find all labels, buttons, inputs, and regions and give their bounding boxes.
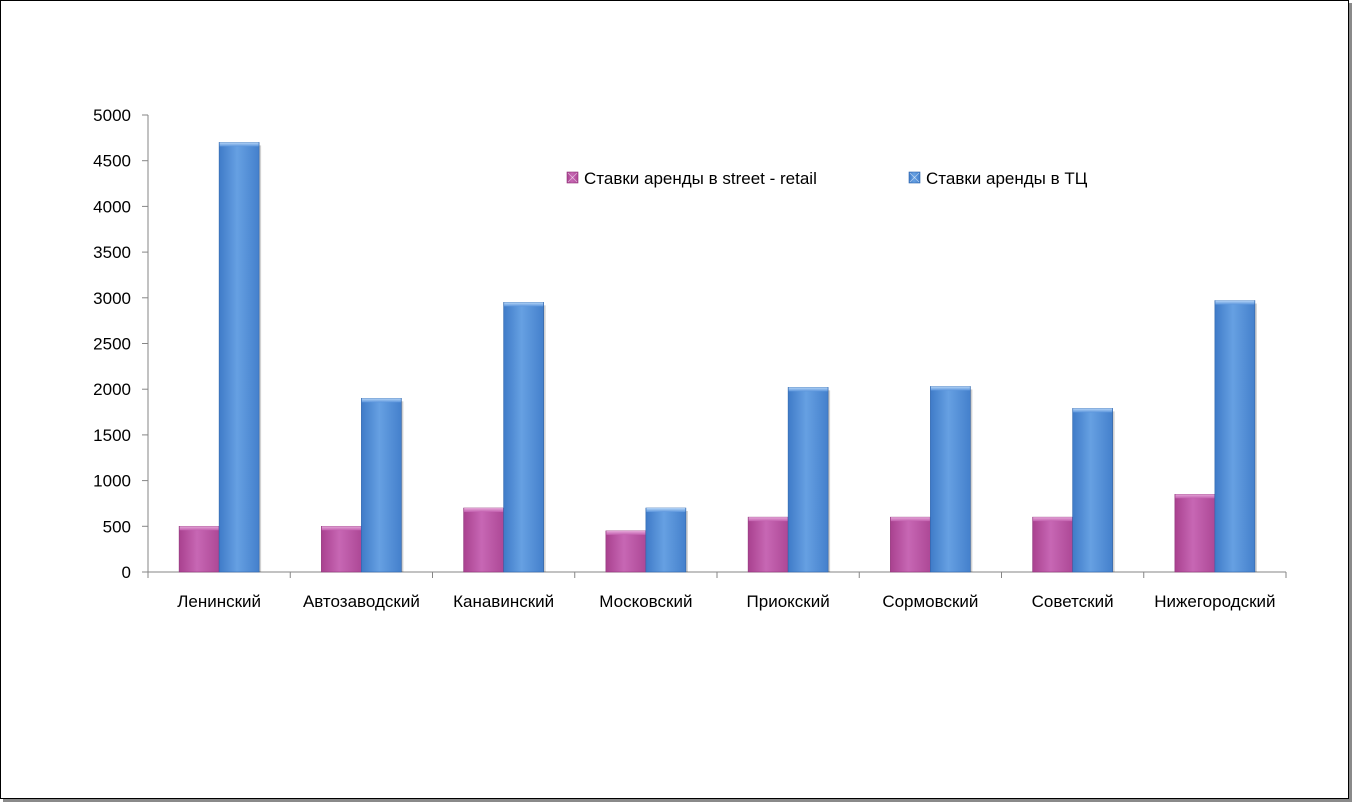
y-tick-label: 0 [122, 563, 131, 582]
bar-street-retail [1032, 516, 1075, 573]
bar-top-highlight [646, 508, 686, 513]
bar-shadow [828, 390, 831, 572]
y-tick-label: 5000 [93, 106, 131, 125]
x-tick-label: Ленинский [177, 592, 261, 611]
bar-body [503, 302, 544, 573]
x-tick-label: Приокский [747, 592, 830, 611]
bar-top-highlight [930, 386, 970, 391]
legend-label: Ставки аренды в street - retail [584, 169, 817, 188]
x-tick-label: Советский [1032, 592, 1114, 611]
bar-shadow [543, 305, 546, 572]
bar-body [463, 507, 504, 573]
y-tick-label: 500 [103, 517, 131, 536]
bar-body [1174, 494, 1216, 573]
bar-mall [1072, 408, 1115, 573]
chart-legend: Ставки аренды в street - retail Ставки ар… [566, 169, 1088, 188]
bar-street-retail [890, 516, 933, 573]
legend-label: Ставки аренды в ТЦ [926, 169, 1088, 188]
chart-bars [178, 142, 1257, 573]
bar-top-highlight [361, 398, 401, 403]
bar-shadow [401, 401, 404, 572]
bar-body [605, 530, 647, 573]
y-tick-label: 4000 [93, 197, 131, 216]
legend-swatch-mark [909, 172, 920, 183]
y-tick-label: 3000 [93, 289, 131, 308]
y-tick-labels: 0 500 1000 1500 2000 2500 3000 3500 4000 4500 5000 [93, 106, 131, 582]
bar-body [787, 387, 829, 573]
bar-mall [218, 142, 262, 573]
bar-mall [645, 507, 688, 573]
bar-body [218, 142, 260, 573]
bar-body [321, 525, 362, 573]
bar-shadow [685, 511, 688, 572]
bar-top-highlight [321, 526, 361, 531]
bar-top-highlight [1175, 494, 1215, 499]
bar-street-retail [178, 525, 222, 573]
bar-top-highlight [748, 517, 788, 522]
bar-street-retail [605, 530, 648, 573]
bar-body [930, 386, 971, 573]
x-tick-labels: Ленинский Автозаводский Канавинский Московс… [177, 592, 1275, 611]
bar-street-retail [463, 507, 506, 573]
bar-mall [787, 387, 831, 573]
legend-swatch-mark [567, 172, 578, 183]
bar-top-highlight [464, 508, 504, 513]
x-tick-label: Сормовский [882, 592, 978, 611]
x-tick-label: Канавинский [453, 592, 554, 611]
x-tick-label: Нижегородский [1154, 592, 1275, 611]
y-tick-label: 1000 [93, 472, 131, 491]
bar-body [890, 516, 931, 573]
bar-street-retail [1174, 494, 1217, 573]
bar-top-highlight [1073, 408, 1113, 413]
y-tick-label: 4500 [93, 152, 131, 171]
bar-shadow [970, 389, 973, 572]
bar-body [361, 398, 402, 573]
bar-body [1214, 300, 1256, 573]
legend-item-mall: Ставки аренды в ТЦ [908, 169, 1088, 188]
x-tick-label: Автозаводский [303, 592, 420, 611]
bar-body [1072, 408, 1113, 573]
bar-top-highlight [504, 302, 544, 307]
y-tick-label: 2000 [93, 380, 131, 399]
y-tick-label: 1500 [93, 426, 131, 445]
bar-mall [930, 386, 973, 573]
y-tick-label: 2500 [93, 335, 131, 354]
bar-mall [1214, 300, 1257, 573]
bar-mall [361, 398, 404, 573]
bar-body [1032, 516, 1073, 573]
bar-shadow [1254, 303, 1257, 572]
y-tick-label: 3500 [93, 243, 131, 262]
bar-top-highlight [1033, 517, 1073, 522]
bar-street-retail [747, 516, 791, 573]
legend-item-street-retail: Ставки аренды в street - retail [566, 169, 817, 188]
bar-shadow [259, 145, 262, 573]
bar-top-highlight [788, 387, 828, 392]
bar-body [645, 507, 687, 573]
bar-shadow [1112, 411, 1115, 572]
bar-top-highlight [219, 142, 259, 147]
bar-street-retail [321, 525, 364, 573]
bar-top-highlight [1215, 300, 1255, 305]
bar-body [747, 516, 789, 573]
bar-body [178, 525, 220, 573]
bar-mall [503, 302, 546, 573]
bar-top-highlight [606, 530, 646, 535]
bar-top-highlight [179, 526, 219, 531]
x-tick-label: Московский [599, 592, 692, 611]
bar-top-highlight [890, 517, 930, 522]
